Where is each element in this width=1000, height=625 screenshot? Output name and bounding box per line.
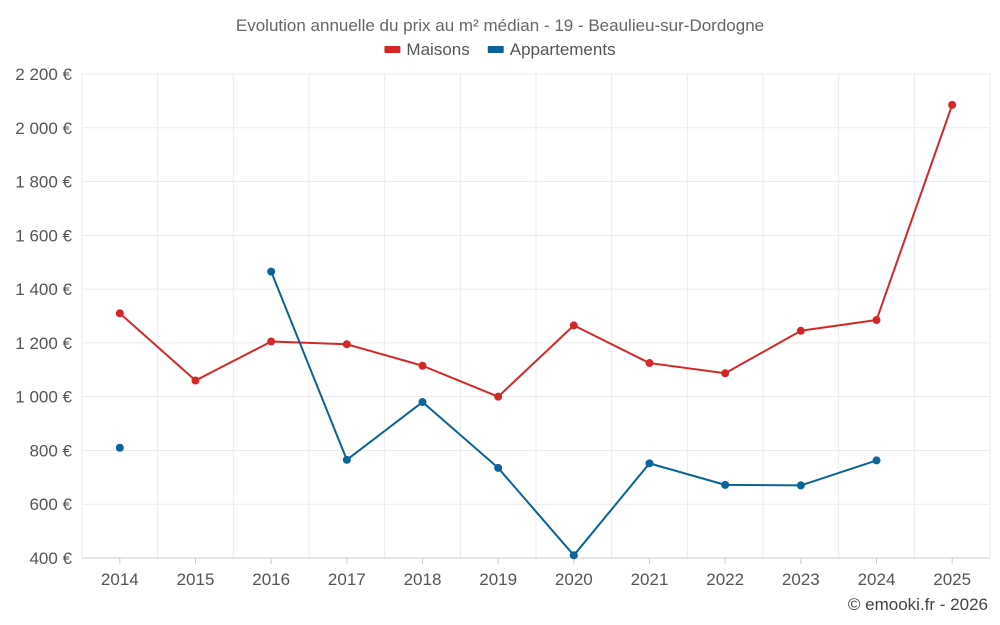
data-point[interactable]: [418, 398, 427, 407]
series-line: [119, 104, 954, 398]
y-tick-label: 1 000 €: [15, 388, 72, 407]
data-point[interactable]: [721, 369, 730, 378]
y-tick-label: 1 800 €: [15, 173, 72, 192]
data-point[interactable]: [721, 480, 730, 489]
data-point[interactable]: [569, 551, 578, 560]
data-point[interactable]: [948, 100, 957, 109]
x-tick-label: 2021: [631, 570, 669, 589]
x-tick-label: 2019: [479, 570, 517, 589]
x-tick-label: 2025: [933, 570, 971, 589]
x-tick-label: 2020: [555, 570, 593, 589]
data-point[interactable]: [418, 361, 427, 370]
y-tick-label: 2 200 €: [15, 65, 72, 84]
x-tick-label: 2017: [328, 570, 366, 589]
data-point[interactable]: [191, 376, 200, 385]
data-point[interactable]: [569, 321, 578, 330]
legend: Maisons Appartements: [384, 40, 616, 59]
data-point[interactable]: [494, 392, 503, 401]
data-point[interactable]: [872, 456, 881, 465]
y-tick-label: 2 000 €: [15, 119, 72, 138]
y-tick-label: 400 €: [29, 549, 72, 568]
y-tick-label: 800 €: [29, 441, 72, 460]
data-point[interactable]: [342, 455, 351, 464]
chart-title: Evolution annuelle du prix au m² médian …: [236, 16, 764, 35]
legend-label[interactable]: Maisons: [406, 40, 469, 59]
legend-swatch: [487, 46, 504, 53]
data-point[interactable]: [796, 326, 805, 335]
legend-label[interactable]: Appartements: [510, 40, 616, 59]
data-point[interactable]: [267, 337, 276, 346]
credit-text: © emooki.fr - 2026: [848, 595, 988, 614]
x-tick-label: 2014: [101, 570, 139, 589]
data-point[interactable]: [267, 267, 276, 276]
y-axis: 400 € 600 € 800 € 1 000 € 1 200 € 1 400 € 1 60…: [15, 65, 72, 568]
grid: [81, 73, 991, 559]
series-layer: [115, 100, 957, 560]
y-tick-label: 1 400 €: [15, 280, 72, 299]
data-point[interactable]: [645, 359, 654, 368]
data-point[interactable]: [494, 463, 503, 472]
y-tick-label: 1 200 €: [15, 334, 72, 353]
x-axis: 2014 2015 2016 2017 2018 2019 2020 2021 2022 2023…: [101, 558, 971, 589]
data-point[interactable]: [872, 316, 881, 325]
data-point[interactable]: [115, 309, 124, 318]
series-maisons: [115, 100, 957, 401]
series-line: [270, 271, 877, 557]
x-tick-label: 2024: [858, 570, 896, 589]
x-tick-label: 2023: [782, 570, 820, 589]
data-point[interactable]: [796, 481, 805, 490]
x-tick-label: 2022: [706, 570, 744, 589]
series-appartements: [115, 267, 881, 560]
x-tick-label: 2016: [252, 570, 290, 589]
y-tick-label: 600 €: [29, 495, 72, 514]
x-tick-label: 2018: [404, 570, 442, 589]
y-tick-label: 1 600 €: [15, 226, 72, 245]
legend-swatch: [384, 46, 401, 53]
data-point[interactable]: [115, 443, 124, 452]
data-point[interactable]: [342, 340, 351, 349]
data-point[interactable]: [645, 459, 654, 468]
x-tick-label: 2015: [177, 570, 215, 589]
